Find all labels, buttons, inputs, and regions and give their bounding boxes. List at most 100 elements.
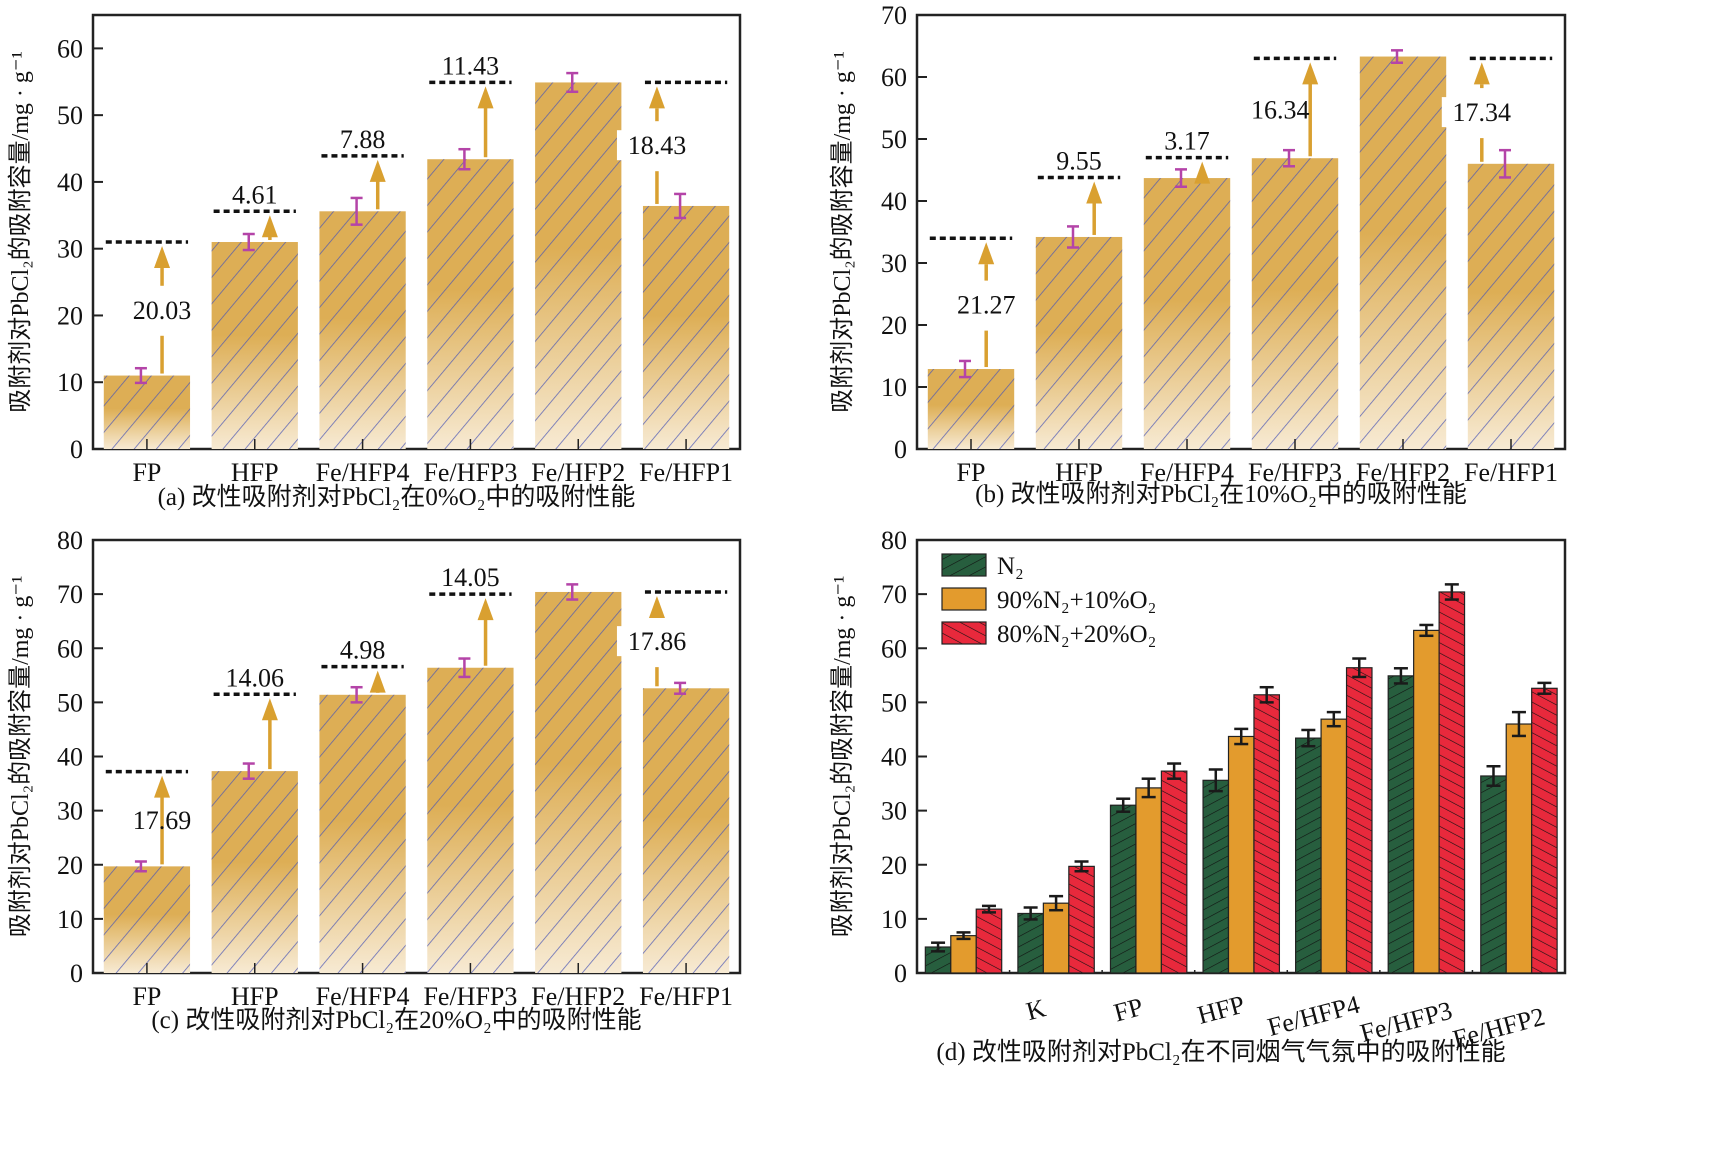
arrow-head xyxy=(1086,181,1103,204)
x-tick-label: FP xyxy=(957,458,986,487)
y-tick-label: 70 xyxy=(57,580,83,609)
bar-mix20 xyxy=(1253,694,1281,974)
bar-n2 xyxy=(1295,737,1322,974)
bar-mix20 xyxy=(975,908,1003,974)
bar-mix10 xyxy=(1042,902,1070,974)
bar-hatch xyxy=(642,688,730,973)
y-tick-label: 50 xyxy=(881,125,907,154)
y-tick-label: 50 xyxy=(57,688,83,717)
y-tick-label: 60 xyxy=(57,634,83,663)
x-tick-label: FP xyxy=(132,458,161,487)
x-tick-label: Fe/HFP2 xyxy=(531,458,625,487)
y-tick-label: 10 xyxy=(57,368,83,397)
y-tick-label: 70 xyxy=(881,1,907,30)
bar-n2 xyxy=(1480,775,1507,974)
bar-hatch xyxy=(427,667,514,973)
legend-swatch-n2 xyxy=(941,553,987,577)
plot-frame xyxy=(915,13,1567,451)
bar-n2 xyxy=(1202,779,1230,974)
bar-mix20 xyxy=(1160,770,1188,974)
y-tick-label: 40 xyxy=(881,743,907,772)
arrow-head xyxy=(978,242,995,265)
arrow-head xyxy=(1473,62,1490,85)
bar-hatch xyxy=(103,375,191,449)
chart-panel-b: 0 10 20 30 40 50 60 70 吸附剂对PbCl₂的吸附容量/mg · g⁻¹ (b… xyxy=(829,1,1567,508)
legend-label: N₂ xyxy=(997,553,1024,580)
delta-annotation: 11.43 xyxy=(442,51,500,80)
bar-mix20 xyxy=(1438,591,1466,974)
arrow-head xyxy=(369,670,386,693)
x-tick-label: Fe/HFP3 xyxy=(1248,458,1342,487)
x-tick-label: Fe/HFP4 xyxy=(316,458,410,487)
y-tick-label: 10 xyxy=(881,373,907,402)
delta-annotation: 18.43 xyxy=(628,131,687,160)
x-tick-label: Fe/HFP4 xyxy=(1140,458,1234,487)
label-bg xyxy=(616,130,697,161)
y-axis-label: 吸附剂对PbCl₂的吸附容量/mg · g⁻¹ xyxy=(829,51,856,413)
x-tick-label: Fe/HFP2 xyxy=(1356,458,1450,487)
bar-n2 xyxy=(1109,804,1137,974)
y-tick-label: 10 xyxy=(881,905,907,934)
delta-annotation: 20.03 xyxy=(133,296,192,325)
y-tick-label: 60 xyxy=(57,34,83,63)
y-tick-label: 30 xyxy=(57,235,83,264)
delta-annotation: 3.17 xyxy=(1164,127,1210,156)
bar-hatch xyxy=(535,82,622,449)
chart-caption: (a) 改性吸附剂对PbCl₂在0%O₂中的吸附性能 xyxy=(158,483,636,511)
delta-annotation: 16.34 xyxy=(1251,95,1310,124)
chart-panel-c: 0 10 20 30 40 50 60 70 80 吸附剂对PbCl₂的吸附容量/mg · g⁻¹… xyxy=(7,526,742,1034)
delta-annotation: 4.61 xyxy=(232,180,278,209)
y-tick-label: 40 xyxy=(57,168,83,197)
delta-annotation: 17.34 xyxy=(1453,98,1512,127)
delta-annotation: 14.05 xyxy=(441,563,500,592)
legend-swatch-mix20 xyxy=(941,621,987,645)
bar-hatch xyxy=(927,369,1015,449)
label-bg xyxy=(616,626,697,657)
bar-mix10 xyxy=(1135,787,1162,974)
x-tick-label: Fe/HFP2 xyxy=(531,982,625,1011)
chart-caption: (b) 改性吸附剂对PbCl₂在10%O₂中的吸附性能 xyxy=(975,480,1467,508)
plot-frame xyxy=(91,13,742,451)
bar-hatch xyxy=(642,205,730,449)
arrow-head xyxy=(648,595,665,618)
legend-swatch-mix10 xyxy=(941,587,987,611)
bar-mix10 xyxy=(1505,723,1533,974)
bar-n2 xyxy=(1017,912,1044,974)
bar-hatch xyxy=(319,694,406,973)
x-tick-label: Fe/HFP4 xyxy=(1264,990,1362,1042)
bar-hatch xyxy=(427,159,514,449)
arrow-head xyxy=(154,246,171,269)
bar-hatch xyxy=(211,242,298,449)
arrow-head xyxy=(477,86,494,109)
bar-mix20 xyxy=(1068,865,1095,974)
y-tick-label: 70 xyxy=(881,580,907,609)
delta-annotation: 14.06 xyxy=(226,663,285,692)
bar-mix10 xyxy=(950,935,977,974)
y-tick-label: 0 xyxy=(894,959,907,988)
arrow-head xyxy=(154,775,171,798)
bar-mix10 xyxy=(1227,735,1255,974)
bar-hatch xyxy=(319,211,406,449)
chart-panel-a: 0 10 20 30 40 50 60 吸附剂对PbCl₂的吸附容量/mg · g⁻¹ (a) … xyxy=(7,13,742,511)
y-tick-label: 0 xyxy=(894,435,907,464)
x-tick-label: HFP xyxy=(231,458,279,487)
y-tick-label: 30 xyxy=(57,797,83,826)
y-tick-label: 50 xyxy=(881,688,907,717)
chart-panel-d: 0 10 20 30 40 50 60 70 80 吸附剂对PbCl₂的吸附容量/mg · g⁻¹… xyxy=(829,526,1567,1066)
y-tick-label: 0 xyxy=(70,435,83,464)
y-axis-label: 吸附剂对PbCl₂的吸附容量/mg · g⁻¹ xyxy=(829,576,856,938)
x-tick-label: HFP xyxy=(1055,458,1103,487)
y-tick-label: 20 xyxy=(57,851,83,880)
x-tick-label: HFP xyxy=(231,982,279,1011)
arrow-head xyxy=(1194,161,1211,184)
arrow-head xyxy=(477,598,494,621)
delta-annotation: 9.55 xyxy=(1056,146,1102,175)
bar-hatch xyxy=(103,866,191,973)
y-tick-label: 80 xyxy=(57,526,83,555)
bar-hatch xyxy=(1359,56,1447,449)
arrow-head xyxy=(1302,62,1319,85)
bar-mix20 xyxy=(1345,667,1373,974)
bar-hatch xyxy=(211,771,298,973)
x-tick-label: Fe/HFP3 xyxy=(423,982,517,1011)
y-tick-label: 20 xyxy=(881,851,907,880)
